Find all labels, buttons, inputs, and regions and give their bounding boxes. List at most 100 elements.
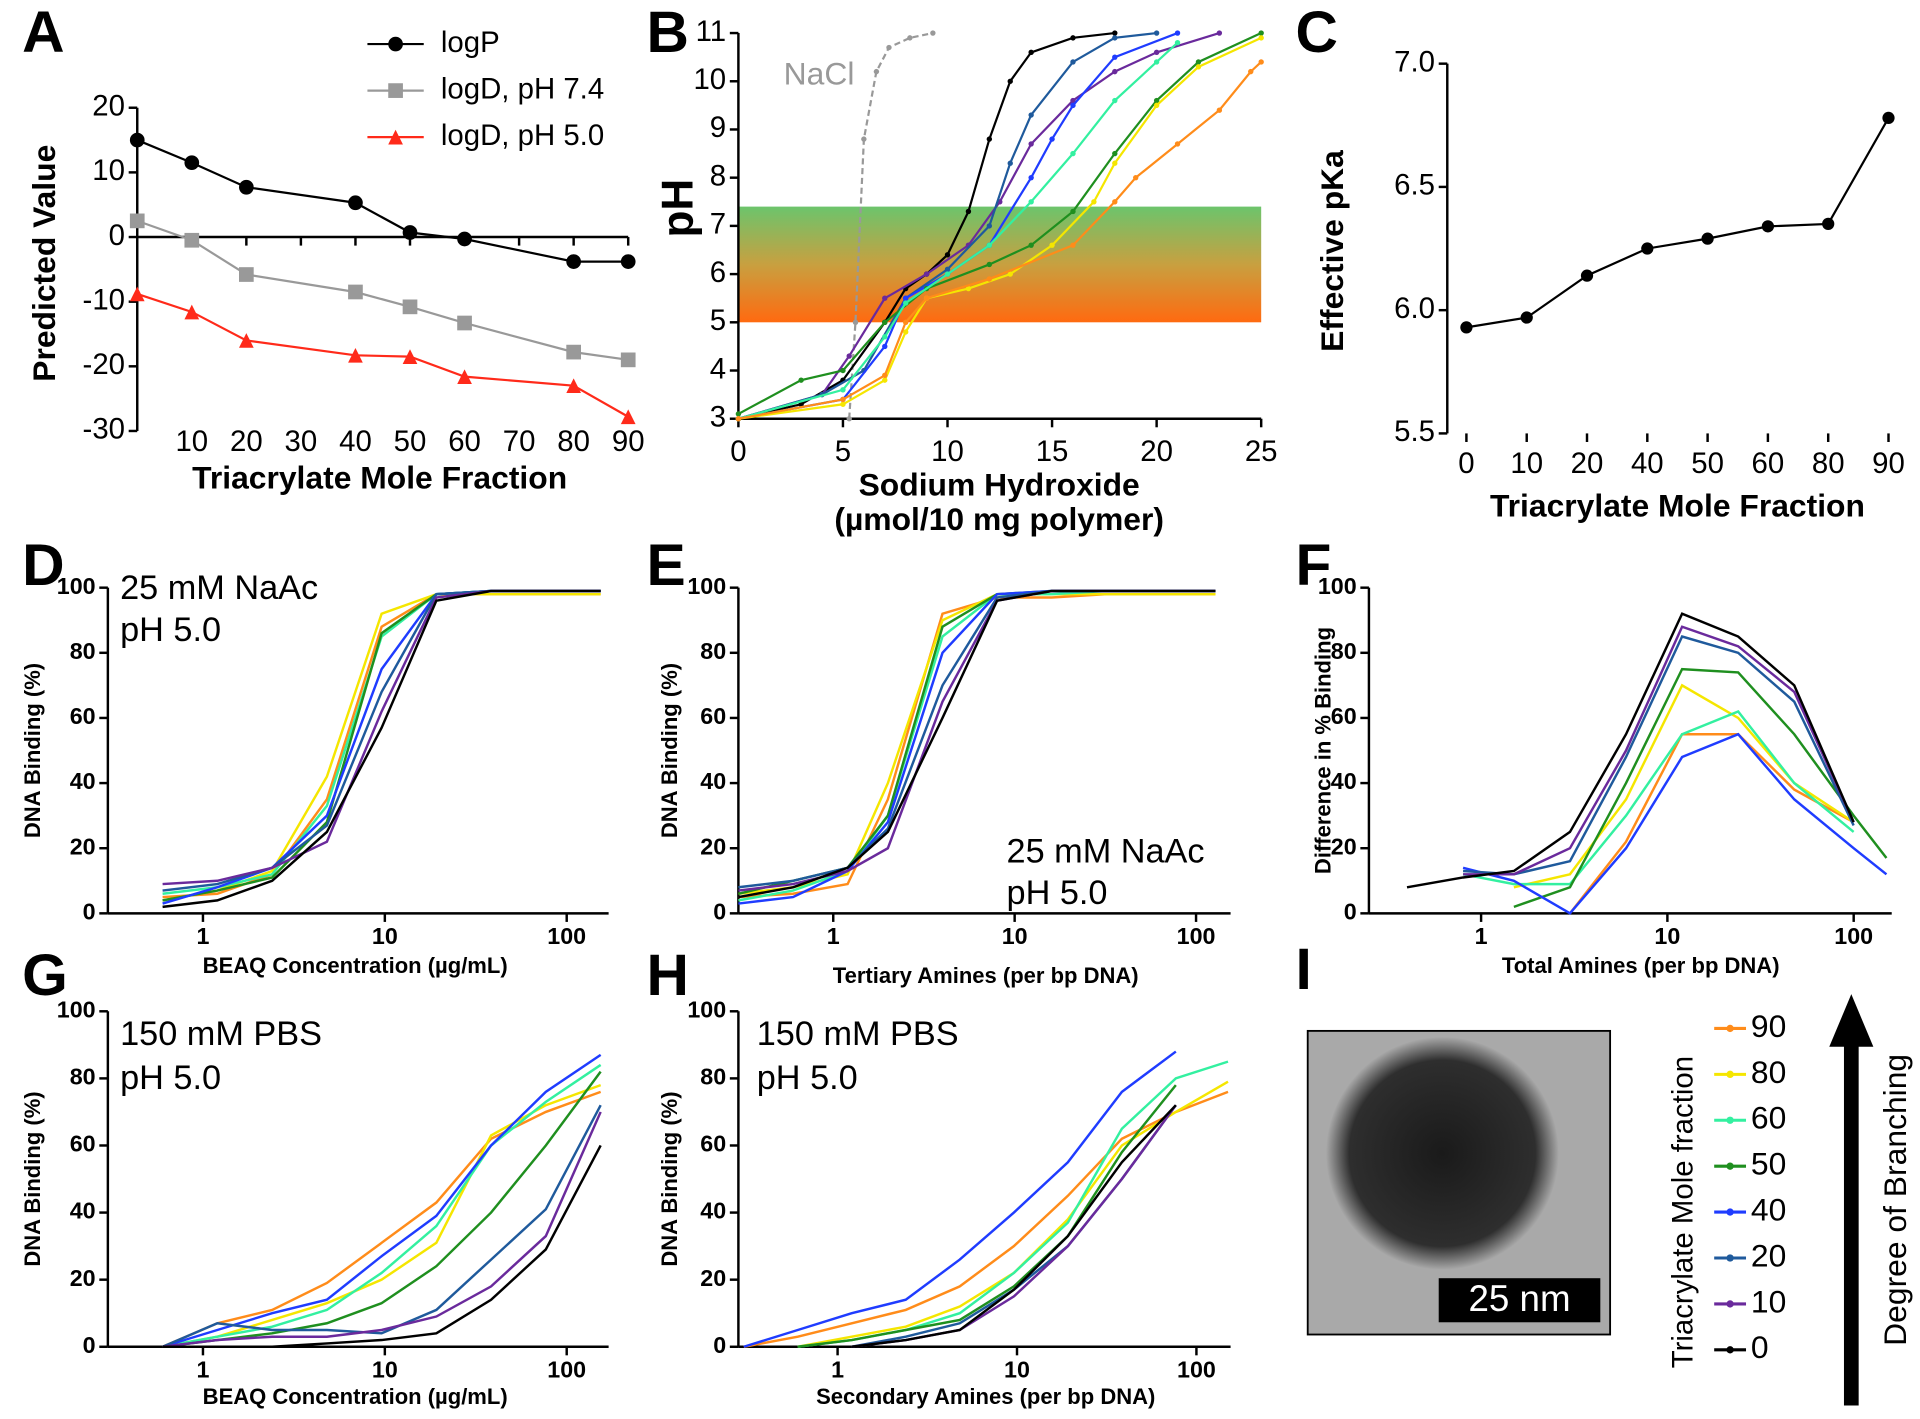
y-tick-label: 100	[1318, 573, 1357, 599]
marker	[873, 68, 880, 75]
y-tick-label: 40	[70, 1198, 96, 1224]
marker	[239, 333, 254, 348]
arrow-head	[1829, 994, 1874, 1047]
marker	[1822, 217, 1835, 231]
marker	[1070, 97, 1076, 104]
marker	[402, 299, 418, 315]
y-tick-label: -30	[83, 413, 125, 446]
marker	[457, 369, 472, 385]
marker	[388, 83, 403, 98]
x-tick-label: 15	[1036, 435, 1069, 468]
scale-bar	[1438, 1278, 1601, 1323]
panel-letter: E	[647, 533, 686, 598]
y-axis-title: Predicted Value	[26, 145, 62, 382]
x-tick-label: 1	[827, 923, 840, 949]
series-line	[162, 1070, 602, 1348]
ph-band	[738, 206, 1262, 323]
marker	[923, 295, 930, 301]
y-tick-label: 11	[696, 15, 727, 48]
y-tick-label: 60	[70, 1131, 96, 1157]
marker	[1070, 242, 1076, 248]
marker	[1195, 64, 1202, 70]
y-tick-label: 20	[92, 90, 125, 123]
marker	[944, 266, 951, 272]
x-tick-label: 40	[339, 425, 372, 458]
marker	[735, 416, 742, 422]
marker	[1049, 136, 1055, 142]
series-line	[738, 32, 1220, 420]
y-tick-label: 80	[700, 1064, 726, 1090]
y-axis-title: DNA Binding (%)	[657, 663, 682, 838]
marker	[886, 44, 892, 51]
marker	[944, 252, 951, 258]
x-tick-label: 100	[1177, 923, 1216, 949]
legend-label: 80	[1751, 1054, 1786, 1090]
marker	[902, 319, 909, 325]
marker	[1216, 30, 1223, 36]
marker	[840, 367, 846, 374]
marker	[1070, 150, 1076, 157]
y-tick-label: 10	[92, 154, 125, 187]
particle	[1326, 1037, 1559, 1270]
y-tick-label: 9	[710, 111, 726, 144]
marker	[1460, 321, 1473, 334]
y-tick-label: 60	[1331, 703, 1357, 729]
marker	[184, 155, 200, 171]
x-tick-label: 1	[1475, 923, 1488, 949]
x-tick-label: 1	[196, 1356, 209, 1382]
y-tick-label: 80	[1331, 638, 1357, 664]
x-tick-label: 90	[612, 425, 645, 458]
marker	[566, 378, 582, 394]
marker	[1091, 199, 1097, 205]
marker	[1112, 199, 1118, 205]
marker	[882, 295, 888, 301]
y-tick-label: 0	[713, 1332, 726, 1358]
x-tick-label: 90	[1872, 447, 1905, 480]
marker	[620, 352, 636, 368]
y-tick-label: 20	[70, 833, 96, 859]
y-tick-label: 100	[57, 996, 96, 1022]
marker	[902, 295, 909, 301]
marker	[986, 261, 993, 268]
panel-letter: H	[647, 943, 689, 1008]
y-axis-title: DNA Binding (%)	[20, 1091, 45, 1266]
x-tick-label: 60	[1752, 447, 1785, 480]
y-tick-label: 80	[70, 638, 96, 664]
y-tick-label: 0	[83, 898, 96, 924]
marker	[1028, 174, 1034, 181]
series-line	[1406, 612, 1855, 889]
x-axis-title: Triacrylate Mole Fraction	[192, 459, 567, 495]
y-tick-label: 20	[700, 1265, 726, 1291]
marker	[840, 396, 846, 403]
marker	[986, 136, 993, 142]
marker	[852, 319, 859, 325]
legend-marker	[1726, 1300, 1734, 1308]
marker	[907, 35, 913, 41]
legend-label: 60	[1751, 1100, 1786, 1136]
y-tick-label: 40	[1331, 768, 1357, 794]
series-line	[1462, 635, 1855, 876]
y-tick-label: 20	[1331, 833, 1357, 859]
x-axis-title: Triacrylate Mole Fraction	[1490, 488, 1865, 524]
marker	[388, 129, 403, 145]
marker	[1112, 54, 1118, 60]
x-tick-label: 5	[835, 435, 851, 468]
legend-label: 0	[1751, 1329, 1769, 1365]
marker	[1112, 35, 1118, 41]
marker	[348, 195, 363, 211]
marker	[1007, 271, 1013, 277]
legend-marker	[1726, 1162, 1734, 1170]
marker	[388, 36, 403, 52]
marker	[1049, 242, 1055, 248]
marker	[861, 136, 867, 142]
marker	[348, 347, 363, 363]
x-tick-label: 20	[1571, 447, 1604, 480]
series-line	[162, 1104, 602, 1348]
annotation: pH 5.0	[120, 611, 221, 649]
marker	[923, 271, 930, 277]
y-tick-label: 100	[687, 573, 726, 599]
annotation: 25 mM NaAc	[120, 569, 318, 607]
series-line	[1466, 117, 1890, 329]
y-axis-title: pH	[653, 179, 702, 238]
marker	[1153, 59, 1160, 65]
